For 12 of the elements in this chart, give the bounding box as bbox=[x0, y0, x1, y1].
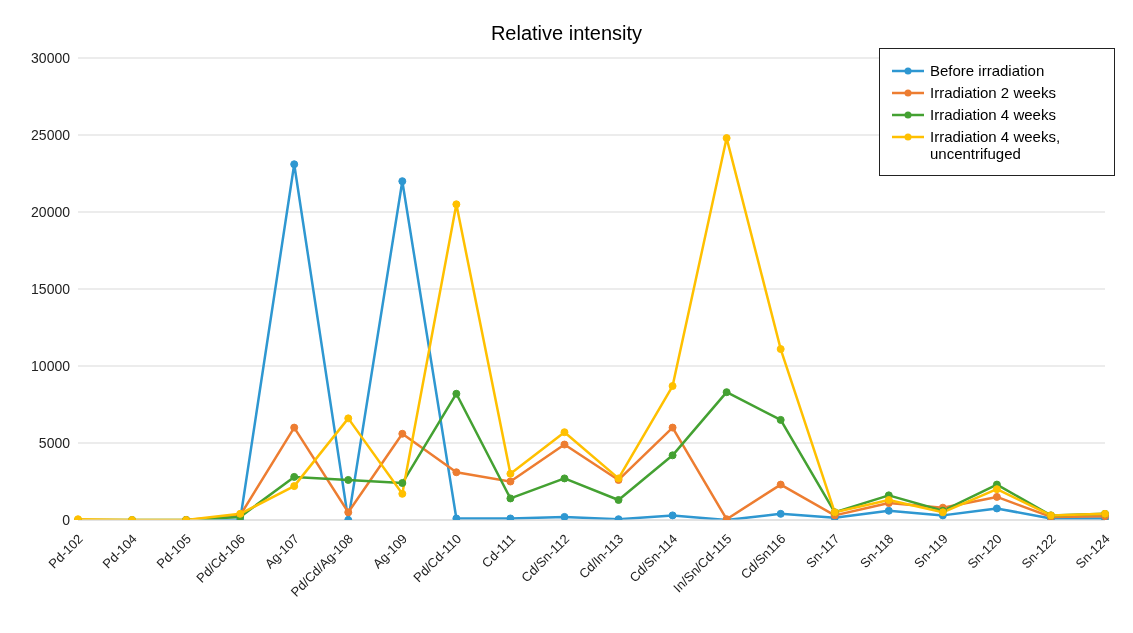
y-tick-label: 30000 bbox=[31, 49, 71, 66]
legend-label: Before irradiation bbox=[930, 62, 1045, 79]
y-tick-label: 10000 bbox=[31, 357, 71, 374]
legend-label: Irradiation 2 weeks bbox=[930, 84, 1056, 101]
y-tick-label: 5000 bbox=[38, 434, 71, 451]
legend-label: Irradiation 4 weeks, uncentrifuged bbox=[930, 128, 1062, 162]
y-tick-label: 15000 bbox=[31, 280, 71, 297]
legend-label: Irradiation 4 weeks bbox=[930, 106, 1056, 123]
y-tick-label: 25000 bbox=[31, 126, 71, 143]
y-tick-label: 0 bbox=[62, 511, 71, 528]
chart-title: Relative intensity bbox=[489, 22, 644, 45]
y-tick-label: 20000 bbox=[31, 203, 71, 220]
